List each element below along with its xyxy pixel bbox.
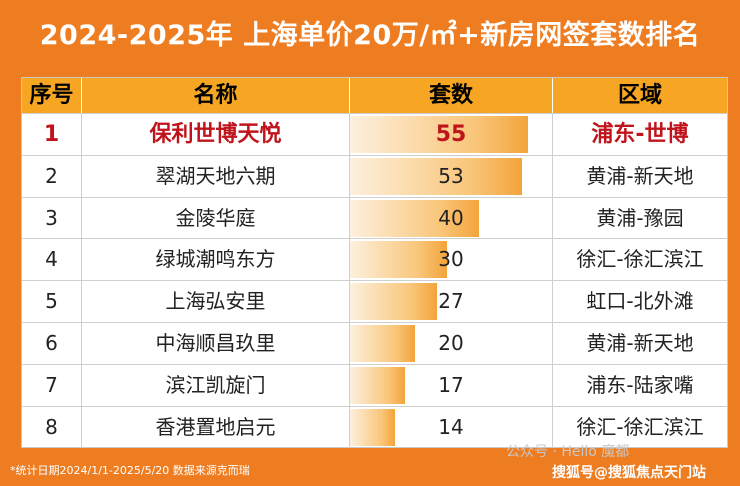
page-title-text: 2024-2025年 上海单价20万/㎡+新房网签套数排名 <box>39 20 701 51</box>
header-rank: 序号 <box>22 78 82 113</box>
table-row: 5 上海弘安里 27 虹口-北外滩 <box>22 280 727 323</box>
count-value: 27 <box>438 289 464 314</box>
cell-rank: 4 <box>22 239 82 281</box>
count-bar <box>350 366 406 404</box>
cell-rank: 8 <box>22 406 82 448</box>
count-value: 14 <box>438 414 464 439</box>
table-row: 6 中海顺昌玖里 20 黄浦-新天地 <box>22 322 727 364</box>
cell-name: 保利世博天悦 <box>82 114 350 155</box>
cell-area: 黄浦-豫园 <box>596 205 684 230</box>
count-bar <box>350 325 415 362</box>
ranking-table: 序号 名称 套数 区域 1 保利世博天悦 55 浦东-世博 2 翠湖天地六期 53 黄浦-新天… <box>21 77 728 448</box>
cell-name: 中海顺昌玖里 <box>82 323 350 364</box>
count-bar <box>350 157 522 195</box>
cell-area: 徐汇-徐汇滨江 <box>576 247 704 272</box>
count-bar <box>350 408 396 446</box>
cell-area: 黄浦-新天地 <box>586 163 694 188</box>
watermark: 公众号 · Hello 魔都 <box>506 444 630 460</box>
cell-rank: 3 <box>22 197 82 239</box>
cell-count: 53 <box>350 155 553 197</box>
cell-name: 金陵华庭 <box>82 197 350 239</box>
table-row: 3 金陵华庭 40 黄浦-豫园 <box>22 196 727 239</box>
cell-name: 滨江凯旋门 <box>82 364 350 406</box>
count-bar <box>350 241 448 279</box>
table-row: 7 滨江凯旋门 17 浦东-陆家嘴 <box>22 363 727 406</box>
count-value: 30 <box>438 247 464 272</box>
count-value: 40 <box>438 205 464 230</box>
cell-count: 14 <box>350 406 553 448</box>
cell-name: 上海弘安里 <box>82 281 350 323</box>
cell-rank: 7 <box>22 364 82 406</box>
cell-rank: 5 <box>22 281 82 323</box>
source-label: 搜狐号@搜狐焦点天门站 <box>552 465 706 481</box>
cell-rank: 6 <box>22 323 82 364</box>
cell-count: 30 <box>350 239 553 281</box>
footnote: *统计日期2024/1/1-2025/5/20 数据来源克而瑞 <box>10 464 250 477</box>
cell-area: 虹口-北外滩 <box>586 289 694 314</box>
cell-name: 香港置地启元 <box>82 406 350 448</box>
cell-count: 40 <box>350 197 553 239</box>
count-bar <box>350 199 480 237</box>
count-value: 17 <box>438 372 464 397</box>
cell-count: 17 <box>350 364 553 406</box>
cell-rank: 1 <box>22 114 82 155</box>
count-value: 20 <box>438 331 464 355</box>
cell-area: 徐汇-徐汇滨江 <box>576 414 704 439</box>
count-value: 53 <box>438 163 464 188</box>
cell-area: 黄浦-新天地 <box>586 331 694 355</box>
header-area: 区域 <box>617 83 662 108</box>
header-name: 名称 <box>82 78 350 113</box>
cell-rank: 2 <box>22 155 82 197</box>
cell-count: 20 <box>350 323 553 364</box>
table-row: 2 翠湖天地六期 53 黄浦-新天地 <box>22 154 727 197</box>
count-bar <box>350 283 438 321</box>
count-bar <box>350 116 528 153</box>
header-count: 套数 <box>350 78 553 113</box>
cell-area: 浦东-世博 <box>591 122 689 147</box>
cell-name: 翠湖天地六期 <box>82 155 350 197</box>
page-title: 2024-2025年 上海单价20万/㎡+新房网签套数排名 <box>0 0 740 72</box>
count-value: 55 <box>435 122 467 147</box>
table-row: 1 保利世博天悦 55 浦东-世博 <box>22 113 727 155</box>
cell-area: 浦东-陆家嘴 <box>586 372 694 397</box>
cell-count: 55 <box>350 114 553 155</box>
table-header: 序号 名称 套数 区域 <box>22 78 727 113</box>
cell-count: 27 <box>350 281 553 323</box>
table-row: 8 香港置地启元 14 徐汇-徐汇滨江 <box>22 405 727 448</box>
table-row: 4 绿城潮鸣东方 30 徐汇-徐汇滨江 <box>22 238 727 281</box>
cell-name: 绿城潮鸣东方 <box>82 239 350 281</box>
